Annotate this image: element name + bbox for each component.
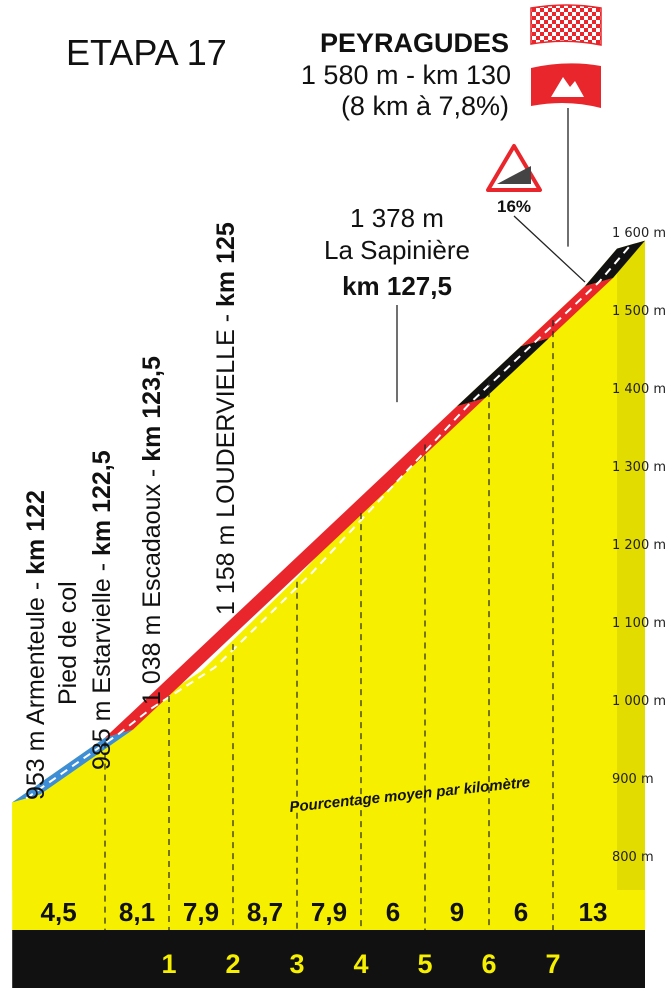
km-tick-label: 4 — [353, 949, 368, 979]
waypoint-name: 985 m Estarvielle - — [88, 556, 116, 770]
mountain-summit-flag-icon — [531, 63, 601, 108]
y-tick-label: 1 400 m — [612, 382, 666, 397]
waypoint-note: Pied de col — [54, 581, 82, 705]
gradient-segment-2 — [457, 338, 549, 407]
y-tick-label: 1 300 m — [612, 460, 666, 475]
waypoint-name: 1 038 m Escadaoux - — [138, 462, 166, 705]
y-tick-label: 1 500 m — [612, 304, 666, 319]
waypoint-km: km 122 — [22, 490, 50, 575]
waypoint-label: 985 m Estarvielle - km 122,5 — [88, 450, 116, 770]
col-km: km 127,5 — [342, 271, 452, 301]
steep-gradient-sign-icon — [486, 144, 542, 192]
km-percentage-label: 7,9 — [311, 897, 347, 927]
km-percentage-label: 13 — [579, 897, 608, 927]
km-percentage-label: 9 — [450, 897, 464, 927]
y-tick-label: 800 m — [612, 850, 654, 865]
km-percentage-label: 8,7 — [247, 897, 283, 927]
km-tick-label: 3 — [289, 949, 304, 979]
summit-altitude-km: 1 580 m - km 130 — [301, 60, 511, 90]
waypoint-name: 1 158 m LOUDERVIELLE - — [212, 307, 240, 615]
waypoint-label: 1 158 m LOUDERVIELLE - km 125 — [212, 222, 240, 615]
y-tick-label: 1 600 m — [612, 226, 666, 241]
summit-name: PEYRAGUDES — [320, 28, 509, 58]
waypoint-km: km 123,5 — [138, 356, 166, 462]
km-tick-label: 1 — [161, 949, 176, 979]
waypoint-km: km 125 — [212, 222, 240, 307]
waypoint-name: 953 m Armenteule - — [22, 575, 50, 800]
waypoint-label: 953 m Armenteule - km 122 — [22, 490, 50, 800]
km-tick-label: 7 — [545, 949, 560, 979]
col-name: La Sapinière — [324, 235, 470, 265]
col-altitude: 1 378 m — [350, 203, 444, 233]
km-tick-label: 5 — [417, 949, 432, 979]
km-percentage-label: 6 — [386, 897, 400, 927]
y-tick-label: 900 m — [612, 772, 654, 787]
elevation-area-side — [617, 240, 645, 891]
chart-title: ETAPA 17 — [66, 32, 227, 73]
waypoint-km: km 122,5 — [88, 450, 116, 556]
km-tick-label: 2 — [225, 949, 240, 979]
percent-strip — [12, 890, 645, 930]
y-tick-label: 1 100 m — [612, 616, 666, 631]
km-percentage-label: 7,9 — [183, 897, 219, 927]
gradient-segment-1 — [105, 398, 485, 738]
km-tick-label: 6 — [481, 949, 496, 979]
km-axis-bar — [12, 930, 645, 988]
gradient-leader-line — [513, 215, 586, 283]
km-percentage-label: 4,5 — [41, 897, 77, 927]
road-centre-line — [25, 243, 632, 800]
waypoint-label: 1 038 m Escadaoux - km 123,5 — [138, 356, 166, 705]
summit-climb-stats: (8 km à 7,8%) — [341, 91, 509, 121]
y-tick-label: 1 000 m — [612, 694, 666, 709]
km-percentage-label: 8,1 — [119, 897, 155, 927]
profile-marks: 1 2 3 4 5 6 74,5 8,1 7,9 8,7 7,9 6 9 6 131 600 m1 500 … — [12, 108, 666, 979]
elevation-area-left-edge — [12, 794, 41, 890]
y-tick-label: 1 200 m — [612, 538, 666, 553]
km-percentage-label: 6 — [514, 897, 528, 927]
finish-flag-icon — [530, 4, 602, 46]
max-gradient-label: 16% — [497, 197, 531, 216]
